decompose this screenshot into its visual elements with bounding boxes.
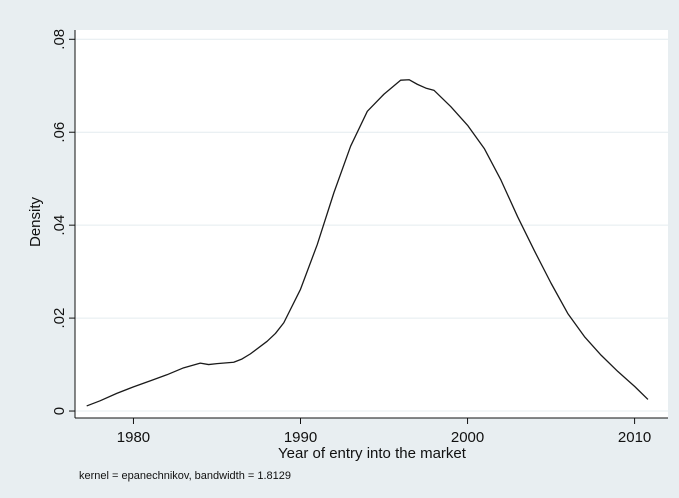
x-tick-label: 2010 xyxy=(618,429,651,446)
x-axis-title: Year of entry into the market xyxy=(278,445,467,462)
y-axis-title: Density xyxy=(27,196,44,247)
x-tick-label: 1980 xyxy=(117,429,150,446)
y-tick-label: .04 xyxy=(51,215,68,236)
kernel-note: kernel = epanechnikov, bandwidth = 1.812… xyxy=(79,470,291,482)
x-tick-label: 1990 xyxy=(284,429,317,446)
y-tick-label: .08 xyxy=(51,29,68,50)
y-tick-label: .06 xyxy=(51,122,68,143)
plot-area xyxy=(75,30,668,418)
y-tick-label: 0 xyxy=(51,407,68,415)
x-tick-label: 2000 xyxy=(451,429,484,446)
density-line xyxy=(86,79,649,407)
y-tick-label: .02 xyxy=(51,308,68,329)
